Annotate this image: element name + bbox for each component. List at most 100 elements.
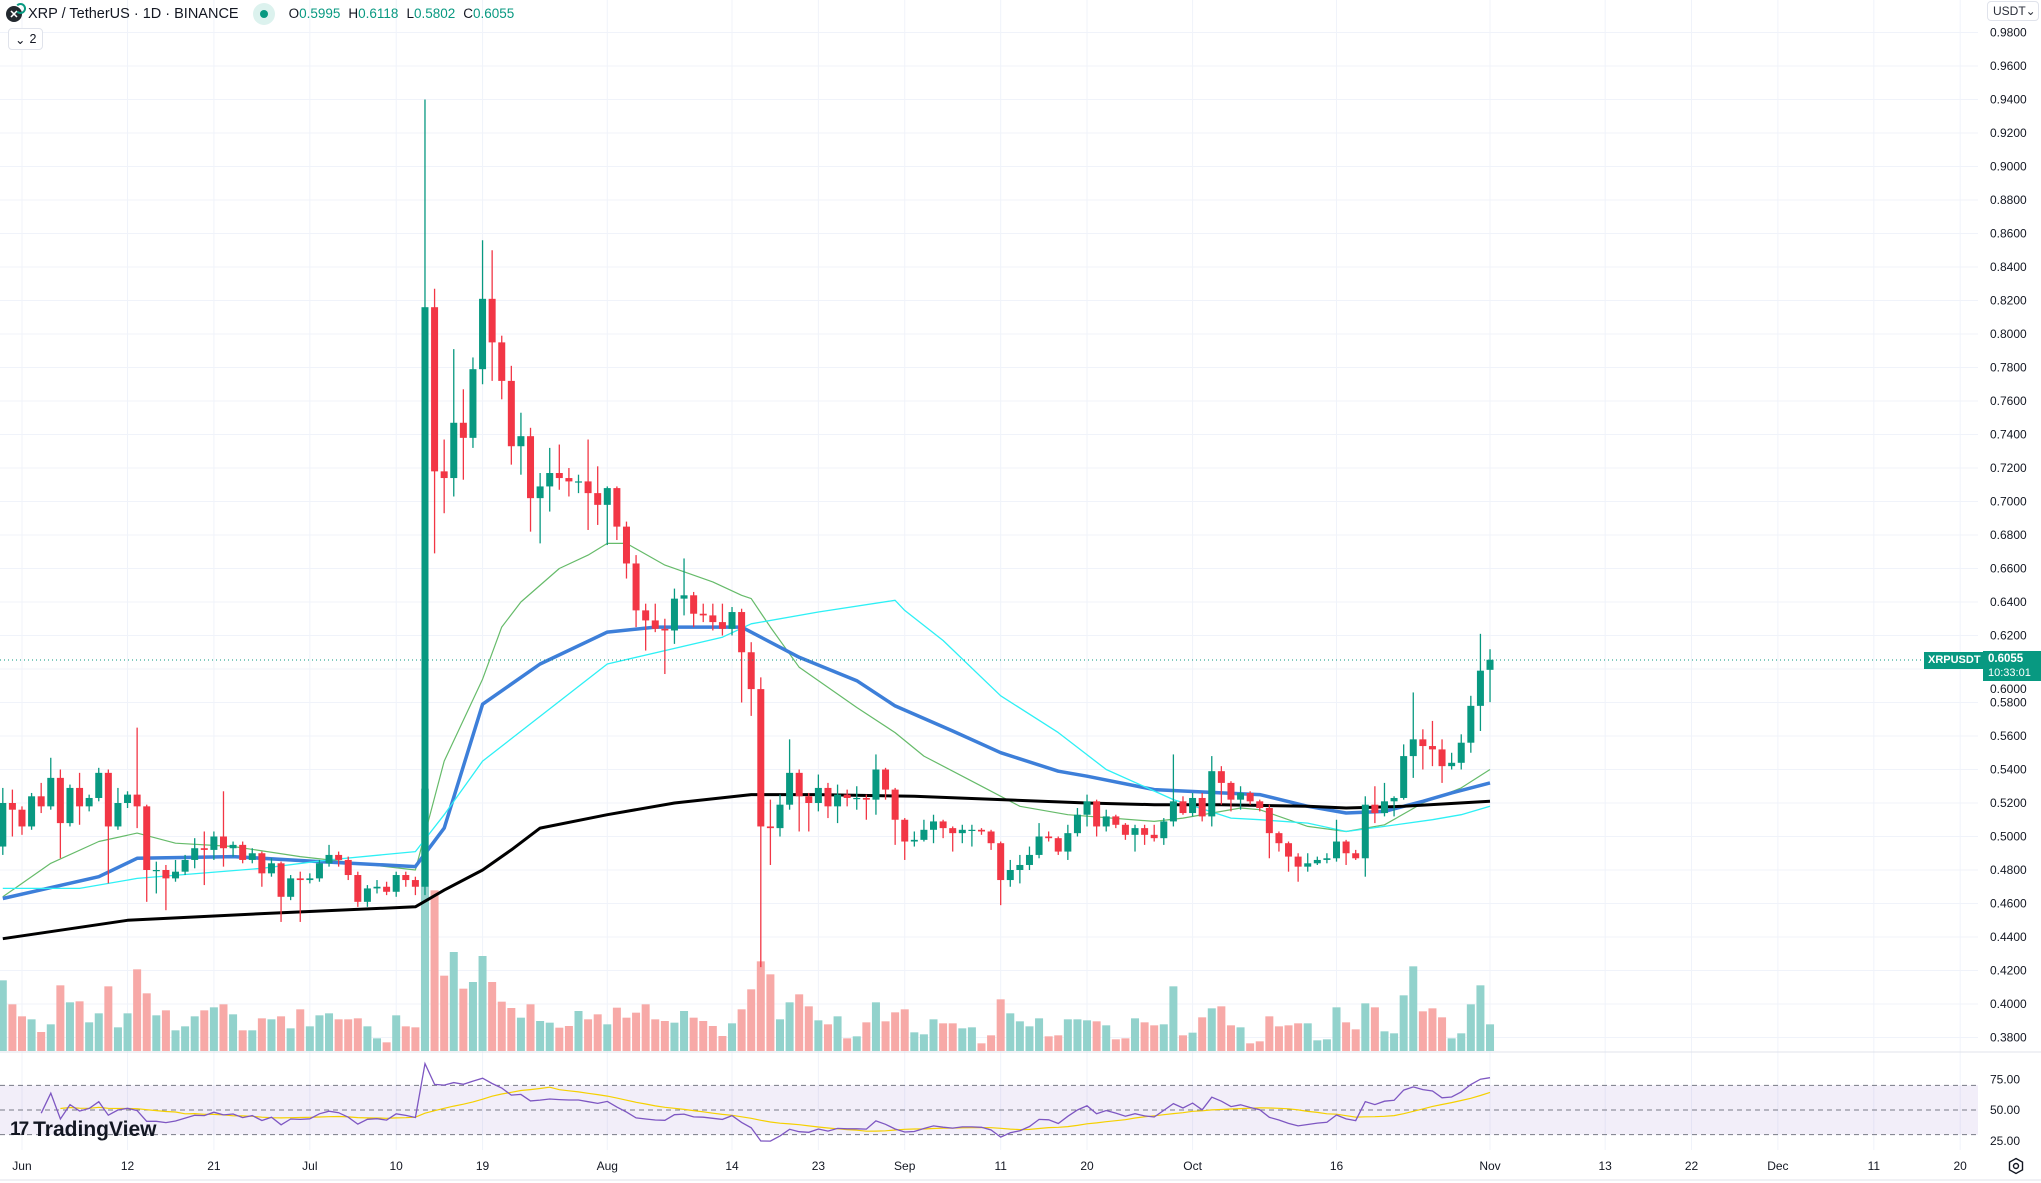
volume-bar: [929, 1019, 938, 1051]
time-label: 16: [1330, 1159, 1344, 1173]
candle-body: [287, 878, 295, 897]
volume-bar: [603, 1024, 612, 1051]
volume-bar: [641, 1004, 650, 1051]
candle-body: [1073, 814, 1081, 834]
candle-body: [459, 422, 467, 438]
volume-bar: [622, 1017, 631, 1051]
candle-body: [1467, 705, 1475, 743]
volume-bar: [545, 1022, 554, 1051]
volume-bar: [1207, 1008, 1216, 1051]
price-label: 0.6400: [1990, 595, 2027, 609]
candle-body: [642, 610, 650, 621]
volume-bar: [1361, 1003, 1370, 1051]
candle-body: [920, 829, 928, 840]
volume-bar: [75, 1001, 84, 1051]
volume-bar: [1246, 1043, 1255, 1051]
bar-countdown: 10:33:01: [1988, 667, 2031, 679]
volume-bar: [804, 1006, 813, 1051]
volume-bar: [775, 1019, 784, 1051]
candle-body: [1275, 833, 1283, 844]
candle-body: [421, 307, 429, 887]
candle-body: [8, 803, 16, 810]
candle-body: [1179, 801, 1187, 814]
volume-bar: [1150, 1025, 1159, 1051]
volume-bar: [1399, 995, 1408, 1051]
candle-body: [814, 787, 822, 803]
volume-bar: [1015, 1021, 1024, 1051]
volume-bar: [900, 1009, 909, 1051]
rsi-line: [40, 1061, 1491, 1142]
symbol-title[interactable]: XRP / TetherUS · 1D · BINANCE: [28, 6, 239, 22]
time-label: Dec: [1767, 1159, 1788, 1173]
volume-bar: [8, 1004, 17, 1051]
volume-bar: [843, 1038, 852, 1051]
candle-body: [757, 689, 765, 827]
candle-body: [680, 595, 688, 599]
price-label: 0.4800: [1990, 863, 2027, 877]
candle-body: [1035, 836, 1043, 855]
candle-body: [1352, 853, 1360, 859]
time-label: 11: [1868, 1159, 1881, 1173]
ma-cyan-line: [2, 599, 1491, 890]
candle-body: [469, 369, 477, 438]
candle-body: [1054, 838, 1062, 852]
indicators-toggle-button[interactable]: ⌄ 2: [8, 28, 44, 50]
candle-body: [709, 615, 717, 623]
price-label: 0.9600: [1990, 59, 2027, 73]
candle-body: [402, 875, 410, 881]
price-label: 0.8200: [1990, 294, 2027, 308]
volume-bar: [689, 1017, 698, 1051]
candle-body: [488, 298, 496, 343]
volume-bar: [1409, 966, 1418, 1051]
time-label: 11: [994, 1159, 1007, 1173]
volume-bar: [104, 986, 113, 1051]
volume-bar: [680, 1011, 689, 1051]
time-label: Sep: [894, 1159, 916, 1173]
candle-body: [1169, 801, 1177, 822]
volume-bar: [536, 1021, 545, 1051]
volume-bar: [977, 1043, 986, 1051]
volume-bar: [488, 982, 497, 1051]
volume-bar: [766, 974, 775, 1051]
volume-bar: [632, 1012, 641, 1051]
candle-body: [661, 628, 669, 631]
price-label: 0.9800: [1990, 26, 2027, 40]
candle-body: [248, 853, 256, 860]
ohlc-o: O0.5995: [288, 6, 341, 21]
volume-bar: [958, 1028, 967, 1051]
volume-bar: [1188, 1032, 1197, 1051]
candle-body: [124, 794, 132, 803]
time-label: 21: [207, 1159, 221, 1173]
candle-body: [901, 819, 909, 842]
volume-bar: [392, 1015, 401, 1051]
candle-body: [1045, 836, 1053, 839]
time-axis[interactable]: Jun 12 21 Jul 10 19 Aug 14 23 Sep 11 20 Oct 16 Nov 13 22…: [12, 1159, 1967, 1173]
price-label: 0.4200: [1990, 964, 2027, 978]
volume-bar: [17, 1016, 26, 1051]
candle-body: [1428, 746, 1436, 750]
volume-bar: [277, 1016, 286, 1051]
price-axis[interactable]: 0.9800 0.9600 0.9400 0.9200 0.9000 0.8800 0.86…: [1990, 26, 2027, 1045]
tradingview-logo[interactable]: 17 TradingView: [10, 1118, 156, 1142]
rsi-axis[interactable]: 75.00 50.00 25.00: [1990, 1072, 2020, 1148]
volume-bar: [449, 952, 458, 1051]
tradingview-mark-icon: 17: [10, 1119, 29, 1140]
candle-body: [1064, 833, 1072, 852]
settings-gear-icon[interactable]: [2007, 1157, 2025, 1175]
volume-bar: [1025, 1026, 1034, 1051]
candle-body: [344, 859, 352, 876]
candle-body: [584, 481, 592, 494]
candle-body: [1476, 670, 1484, 706]
price-label: 0.8800: [1990, 193, 2027, 207]
candle-body: [0, 803, 7, 847]
candle-body: [1313, 859, 1321, 864]
price-label: 0.6800: [1990, 528, 2027, 542]
candle-body: [56, 777, 64, 824]
candle-body: [191, 848, 199, 860]
volume-bar: [190, 1016, 199, 1051]
currency-select[interactable]: USDT ⌄: [1987, 1, 2039, 21]
volume-bar: [574, 1011, 583, 1051]
candle-body: [1380, 801, 1388, 814]
